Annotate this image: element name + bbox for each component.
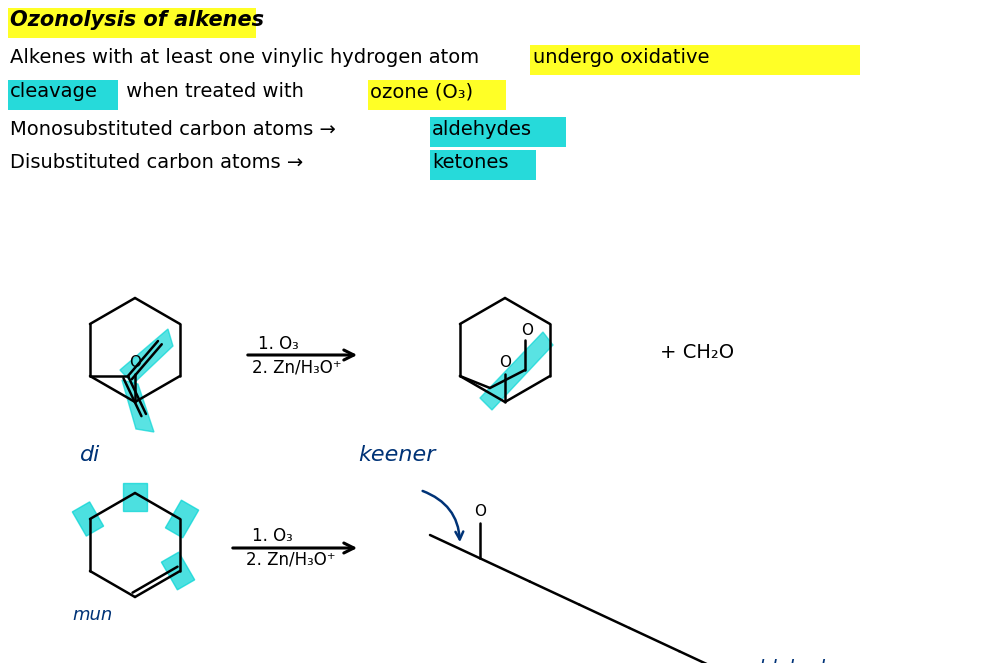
Text: Disubstituted carbon atoms →: Disubstituted carbon atoms → xyxy=(10,153,309,172)
Text: ozone (O₃): ozone (O₃) xyxy=(370,82,473,101)
Text: 1. O₃: 1. O₃ xyxy=(252,527,293,545)
Text: 1. O₃: 1. O₃ xyxy=(258,335,299,353)
Bar xyxy=(430,150,536,180)
Polygon shape xyxy=(120,329,173,384)
Text: undergo oxidative: undergo oxidative xyxy=(533,48,710,67)
Text: aldehydes: aldehydes xyxy=(432,120,532,139)
Text: di: di xyxy=(80,445,100,465)
Text: aldehyde: aldehyde xyxy=(747,660,837,663)
Text: O: O xyxy=(521,323,533,338)
Text: Alkenes with at least one vinylic hydrogen atom: Alkenes with at least one vinylic hydrog… xyxy=(10,48,485,67)
Text: O: O xyxy=(499,355,511,370)
Polygon shape xyxy=(123,483,147,511)
Text: Ozonolysis of alkenes: Ozonolysis of alkenes xyxy=(10,10,264,30)
Text: 2. Zn/H₃O⁺: 2. Zn/H₃O⁺ xyxy=(246,551,336,569)
Text: ketones: ketones xyxy=(432,153,509,172)
Text: Monosubstituted carbon atoms →: Monosubstituted carbon atoms → xyxy=(10,120,342,139)
Polygon shape xyxy=(122,380,154,432)
Polygon shape xyxy=(161,552,194,590)
Text: when treated with: when treated with xyxy=(120,82,310,101)
Text: O: O xyxy=(129,355,141,370)
Bar xyxy=(8,8,256,38)
Polygon shape xyxy=(165,500,198,538)
Text: cleavage: cleavage xyxy=(10,82,98,101)
Text: + CH₂O: + CH₂O xyxy=(660,343,735,362)
Text: O: O xyxy=(474,505,486,519)
Text: mun: mun xyxy=(72,606,112,624)
Bar xyxy=(430,117,566,147)
Polygon shape xyxy=(480,332,553,410)
Polygon shape xyxy=(73,502,104,536)
Text: 2. Zn/H₃O⁺: 2. Zn/H₃O⁺ xyxy=(252,358,342,376)
Text: keener: keener xyxy=(358,445,435,465)
Bar xyxy=(530,45,860,75)
Bar xyxy=(368,80,506,110)
Bar xyxy=(8,80,118,110)
